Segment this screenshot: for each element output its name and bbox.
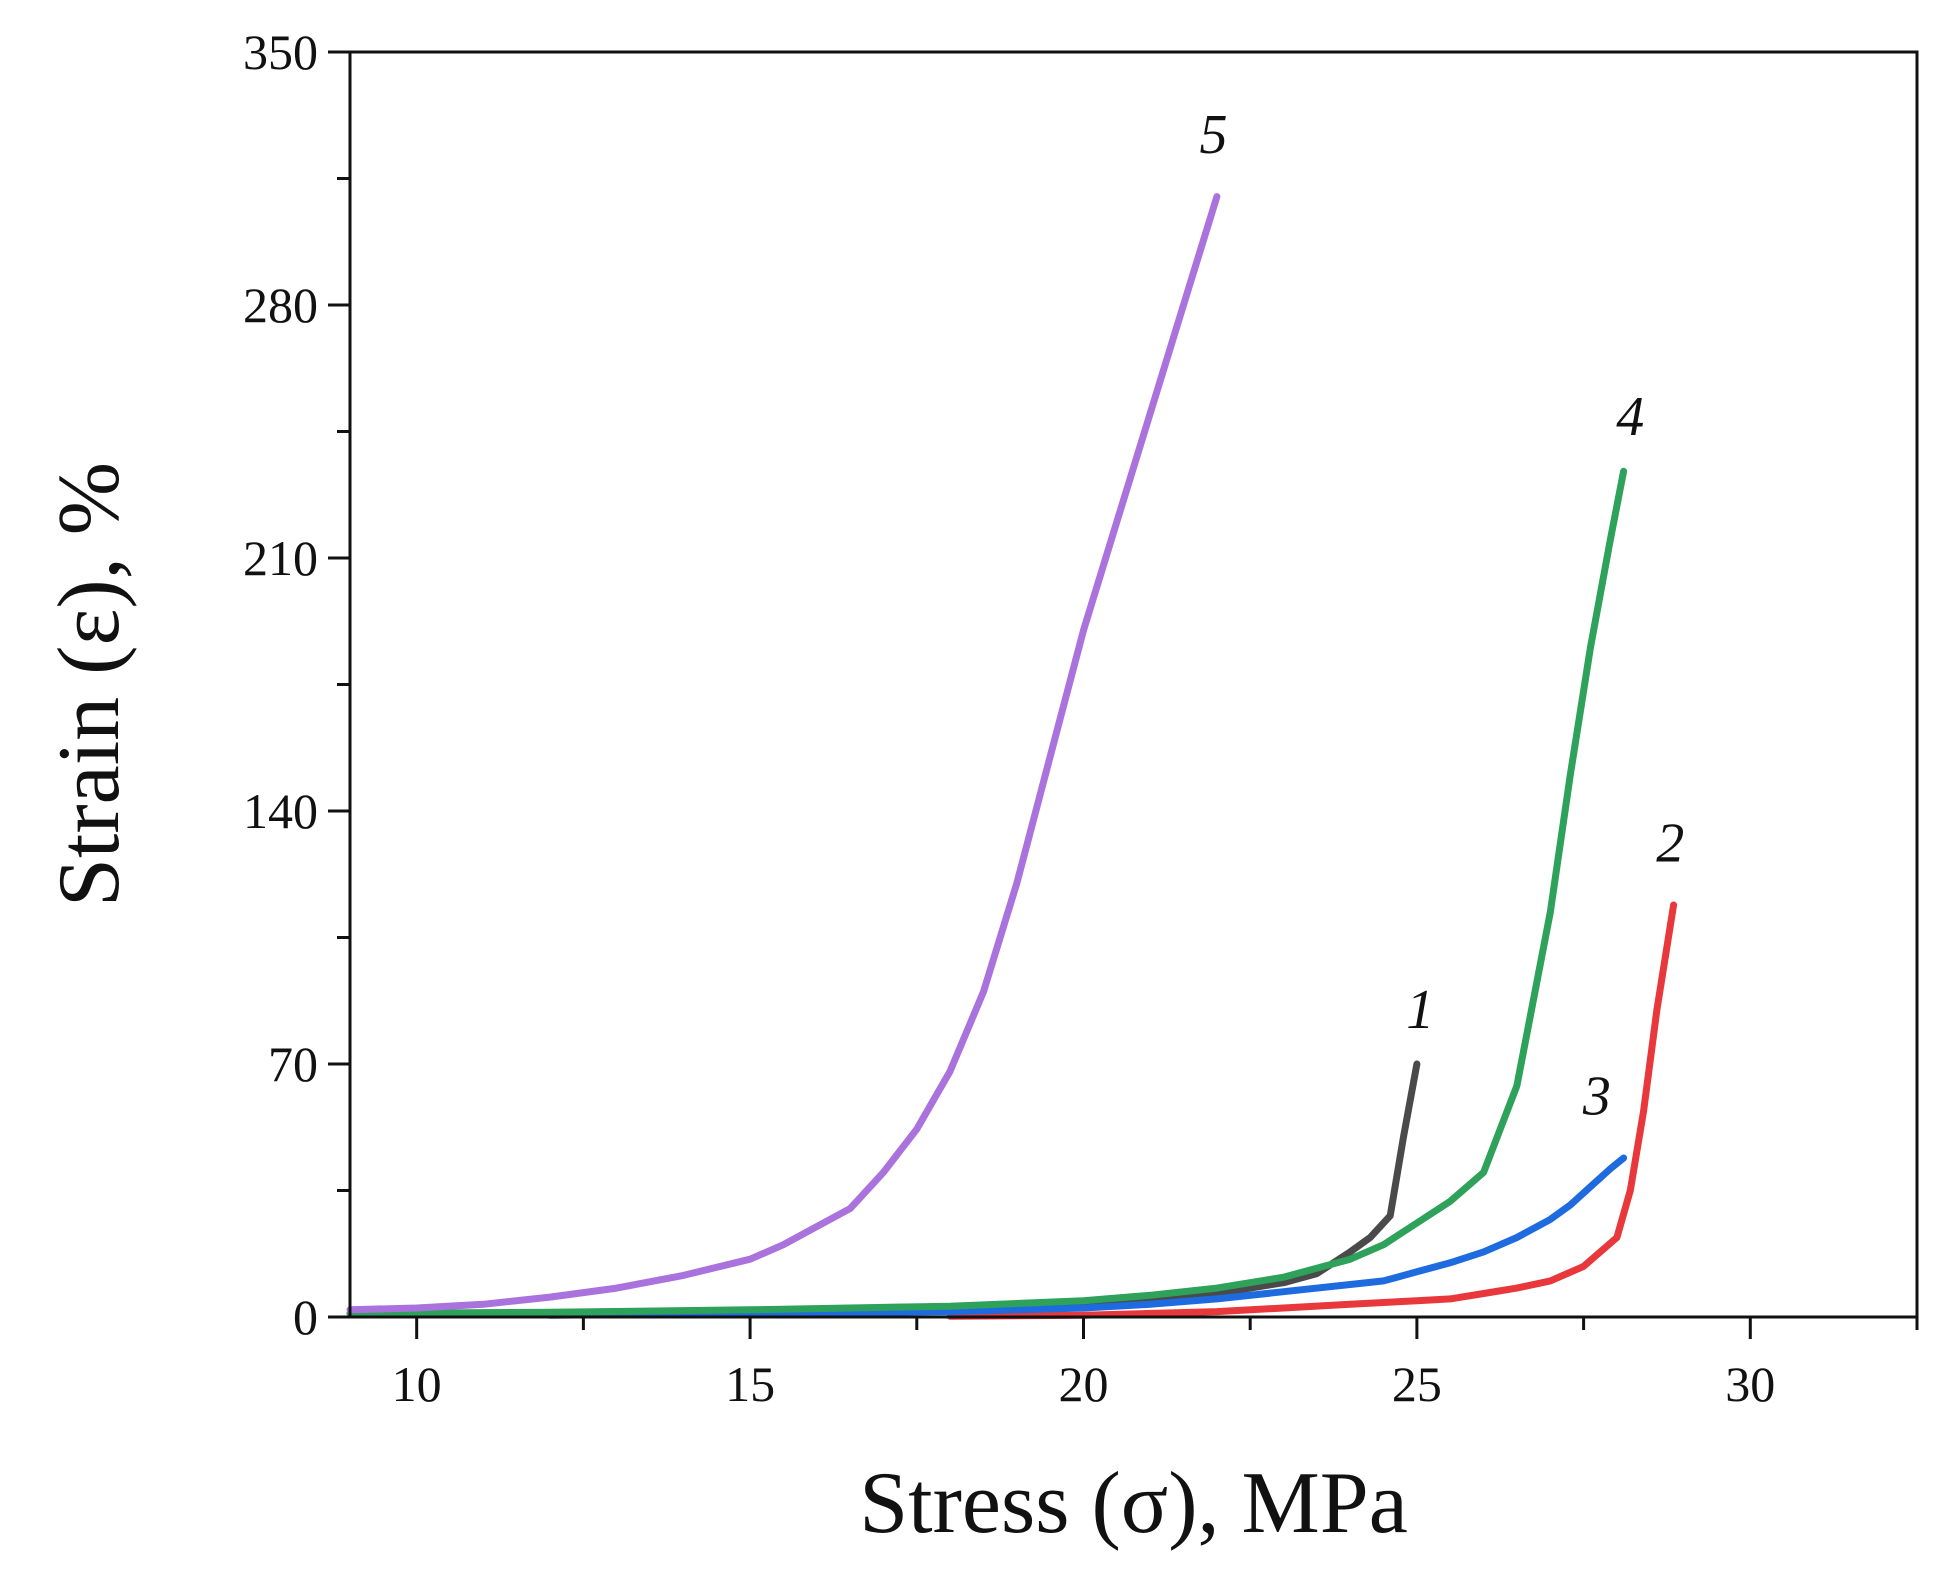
series-line-1: [346, 1060, 1421, 1317]
y-tick-label: 280: [243, 277, 318, 333]
curve-label-3: 3: [1582, 1066, 1611, 1128]
y-tick-label: 210: [243, 530, 318, 586]
y-axis-title: Strain (ε), %: [41, 462, 138, 907]
x-tick-label: 25: [1392, 1356, 1442, 1412]
y-tick-label: 0: [293, 1289, 318, 1345]
y-tick-label: 70: [268, 1036, 318, 1092]
y-tick-label: 350: [243, 24, 318, 80]
x-tick-label: 15: [725, 1356, 775, 1412]
series-line-4: [346, 467, 1628, 1317]
curve-label-4: 4: [1616, 386, 1644, 448]
curve-label-5: 5: [1200, 104, 1228, 166]
curve-label-1: 1: [1406, 979, 1434, 1041]
series-line-3: [546, 1154, 1628, 1319]
series-line-5: [346, 193, 1221, 1314]
x-axis-title: Stress (σ), MPa: [859, 1455, 1408, 1552]
curve-label-2: 2: [1656, 813, 1684, 875]
x-tick-label: 10: [392, 1356, 442, 1412]
curve-label-layer: 1 2 3 4 5: [1200, 104, 1685, 1127]
x-tick-label: 20: [1058, 1356, 1108, 1412]
series-layer: [346, 193, 1678, 1320]
series-line-2: [946, 901, 1678, 1320]
x-tick-label: 30: [1725, 1356, 1775, 1412]
y-tick-label: 140: [243, 783, 318, 839]
plot-frame: [348, 50, 1919, 1319]
